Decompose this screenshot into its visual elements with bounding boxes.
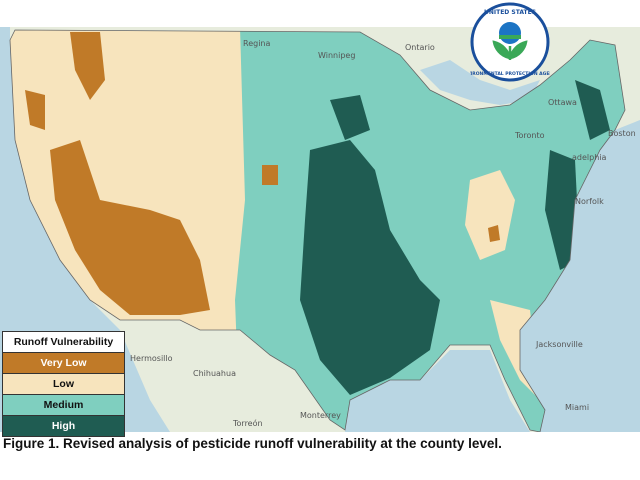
- region-high-central: [300, 140, 440, 395]
- place-label: Hermosillo: [130, 354, 173, 363]
- place-label: Boston: [608, 129, 636, 138]
- region-very-low-oregon: [25, 90, 45, 130]
- pacific-ocean: [0, 27, 170, 432]
- region-very-low-northwest: [70, 32, 105, 100]
- epa-logo: UNITED STATES ENVIRONMENTAL PROTECTION A…: [470, 2, 550, 82]
- region-high-upper-midwest: [330, 95, 370, 140]
- legend-item-low: Low: [3, 374, 124, 395]
- us-outline: [9, 29, 626, 432]
- place-label: Winnipeg: [318, 51, 355, 60]
- region-low-appalachia: [465, 170, 515, 260]
- place-label: adelphia: [572, 153, 606, 162]
- region-high-northeast: [575, 80, 610, 140]
- vulnerability-map: Regina Winnipeg Ontario Ottawa Toronto B…: [0, 27, 640, 432]
- place-label: Monterrey: [300, 411, 341, 420]
- legend-title: Runoff Vulnerability: [3, 332, 124, 353]
- great-lakes: [420, 60, 540, 105]
- legend: Runoff Vulnerability Very Low Low Medium…: [2, 331, 125, 437]
- svg-text:ENVIRONMENTAL PROTECTION AGENC: ENVIRONMENTAL PROTECTION AGENCY: [470, 71, 550, 77]
- place-label: Torreón: [232, 418, 263, 428]
- place-label: Jacksonville: [535, 340, 583, 349]
- figure-caption: Figure 1. Revised analysis of pesticide …: [3, 436, 502, 451]
- svg-text:UNITED STATES: UNITED STATES: [484, 9, 536, 16]
- place-label: Ottawa: [548, 98, 577, 107]
- atlantic-ocean: [520, 120, 640, 432]
- place-label: Ontario: [405, 43, 435, 52]
- region-very-low-colorado: [262, 165, 278, 185]
- place-label: Miami: [565, 403, 589, 412]
- place-label: Regina: [243, 39, 270, 48]
- legend-item-medium: Medium: [3, 395, 124, 416]
- region-very-low-virginia: [488, 225, 500, 242]
- legend-item-very-low: Very Low: [3, 353, 124, 374]
- place-label: Chihuahua: [193, 369, 236, 378]
- place-label: Toronto: [514, 131, 545, 140]
- region-very-low-southwest: [50, 140, 210, 315]
- place-labels: Regina Winnipeg Ontario Ottawa Toronto B…: [130, 39, 636, 428]
- region-high-east-coast: [545, 150, 580, 270]
- gulf-of-mexico: [345, 350, 530, 432]
- legend-item-high: High: [3, 416, 124, 436]
- place-label: Norfolk: [575, 197, 604, 206]
